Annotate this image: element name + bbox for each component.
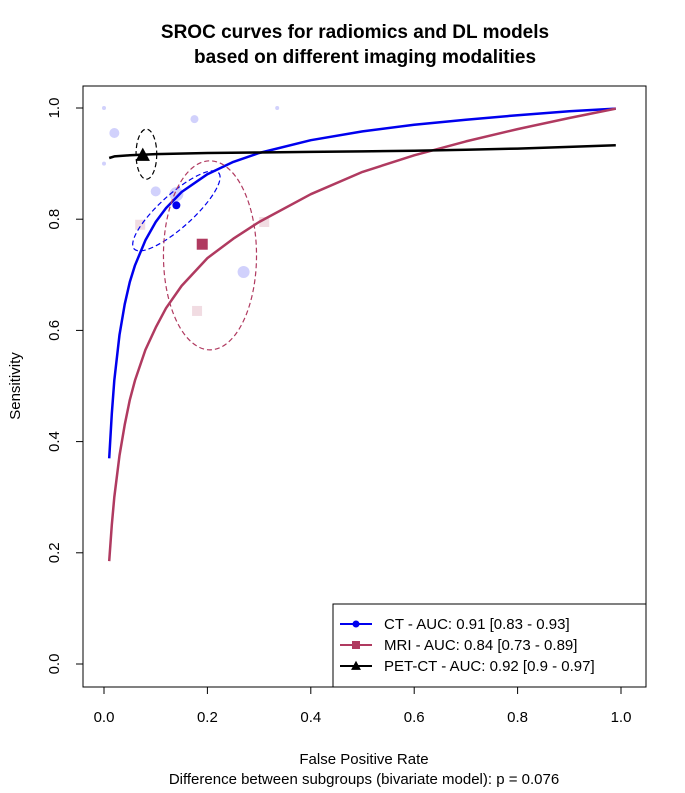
ct-summary-point xyxy=(172,201,181,210)
y-tick-label: 0.8 xyxy=(46,209,63,230)
study-points xyxy=(102,106,280,316)
legend-label-ct: CT - AUC: 0.91 [0.83 - 0.93] xyxy=(384,616,570,633)
ct-study-point xyxy=(275,106,280,110)
ct-study-point xyxy=(102,161,106,166)
legend-label-pet-ct: PET-CT - AUC: 0.92 [0.9 - 0.97] xyxy=(384,658,595,675)
y-tick-label: 0.6 xyxy=(46,320,63,341)
pet-ct-summary-point xyxy=(135,147,150,161)
sroc-curves xyxy=(107,107,617,562)
ct-study-point xyxy=(190,115,199,124)
x-axis: 0.0 0.2 0.4 0.6 0.8 1.0 xyxy=(94,686,632,726)
ct-study-point xyxy=(150,186,161,197)
y-axis: 0.0 0.2 0.4 0.6 0.8 1.0 xyxy=(46,98,84,675)
x-tick-label: 0.6 xyxy=(404,709,425,726)
summary-points xyxy=(135,147,208,250)
ct-study-point xyxy=(109,128,120,139)
x-tick-label: 0.4 xyxy=(300,709,321,726)
ct-study-point xyxy=(102,106,106,110)
x-tick-label: 1.0 xyxy=(611,709,632,726)
pet-ct-confidence-region xyxy=(135,128,158,180)
y-tick-label: 0.2 xyxy=(46,542,63,563)
x-tick-label: 0.8 xyxy=(507,709,528,726)
confidence-regions xyxy=(132,128,258,351)
y-tick-label: 0.4 xyxy=(46,431,63,452)
mri-confidence-region xyxy=(162,160,258,351)
y-tick-label: 1.0 xyxy=(46,98,63,119)
mri-study-point xyxy=(135,219,146,230)
chart-title-line-1: SROC curves for radiomics and DL models xyxy=(161,22,549,43)
ct-confidence-region xyxy=(132,170,221,252)
legend-box xyxy=(332,603,647,688)
mri-study-point xyxy=(259,216,270,227)
chart-footnote: Difference between subgroups (bivariate … xyxy=(169,771,559,788)
legend-marker-ct xyxy=(352,620,360,628)
x-tick-label: 0.0 xyxy=(94,709,115,726)
ct-sroc-curve xyxy=(107,107,616,459)
y-tick-label: 0.0 xyxy=(46,654,63,675)
legend-label-mri: MRI - AUC: 0.84 [0.73 - 0.89] xyxy=(384,637,577,654)
x-tick-label: 0.2 xyxy=(197,709,218,726)
pet-ct-sroc-curve xyxy=(108,144,616,160)
mri-sroc-curve xyxy=(107,107,617,562)
mri-summary-point xyxy=(196,238,208,250)
y-axis-label: Sensitivity xyxy=(7,352,24,420)
legend: CT - AUC: 0.91 [0.83 - 0.93] MRI - AUC: 0… xyxy=(332,603,647,688)
chart-title-line-2: based on different imaging modalities xyxy=(194,47,536,68)
ct-study-point xyxy=(169,187,184,202)
ct-study-point xyxy=(237,266,250,279)
x-axis-label: False Positive Rate xyxy=(299,751,428,768)
mri-study-point xyxy=(192,305,203,316)
legend-marker-pet-ct xyxy=(351,660,361,670)
plot-frame xyxy=(82,85,647,688)
legend-marker-mri xyxy=(352,641,360,649)
